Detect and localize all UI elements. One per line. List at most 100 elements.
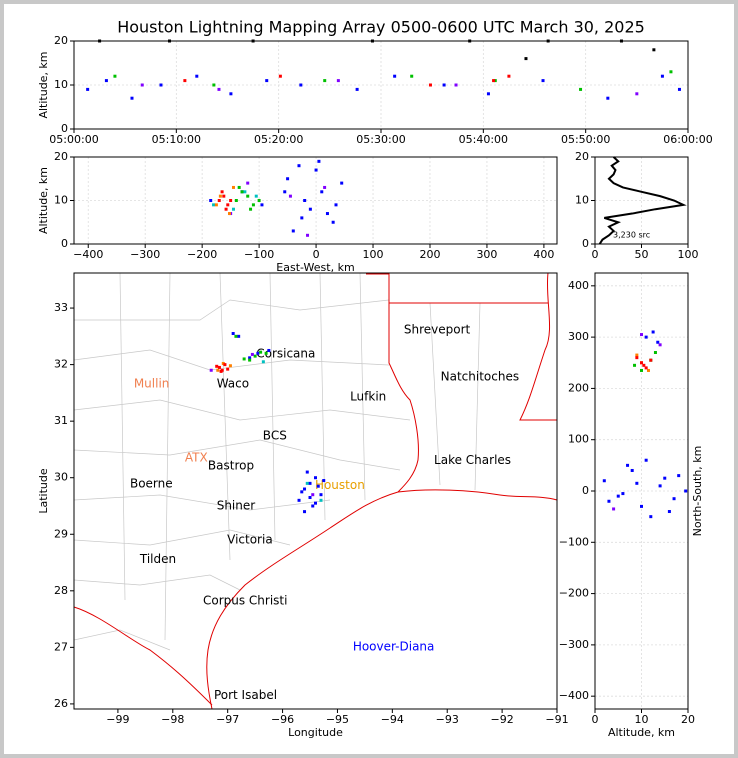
lightning-source — [267, 348, 271, 352]
lightning-source — [291, 229, 295, 233]
city-label: Waco — [217, 376, 249, 390]
lightning-source — [306, 233, 310, 237]
lightning-source — [305, 481, 309, 485]
lightning-source — [644, 458, 648, 462]
lightning-source — [640, 333, 643, 337]
x-tick-label: −98 — [161, 713, 184, 726]
lightning-source — [340, 181, 344, 185]
lightning-source — [493, 79, 497, 83]
city-label: Mullin — [134, 376, 170, 390]
lightning-source — [212, 83, 216, 87]
lightning-source — [140, 83, 144, 87]
y-tick-label: 31 — [54, 414, 68, 427]
lightning-source — [653, 351, 657, 355]
lightning-source — [253, 354, 257, 358]
lightning-source — [286, 177, 290, 181]
lightning-source — [454, 83, 458, 87]
lightning-source — [264, 351, 268, 355]
x-tick-label: −93 — [436, 713, 459, 726]
lightning-source — [616, 494, 620, 498]
lightning-source — [288, 194, 292, 198]
x-tick-label: 05:20:00 — [254, 133, 303, 146]
x-tick-label: −96 — [271, 713, 294, 726]
plot-frame — [594, 272, 689, 710]
lightning-source — [297, 164, 301, 168]
plot-frame — [73, 272, 558, 710]
lightning-source — [311, 504, 315, 508]
x-tick-label: −97 — [216, 713, 239, 726]
lightning-source — [222, 194, 226, 198]
lightning-source — [224, 207, 228, 211]
lightning-source — [410, 74, 414, 78]
plot-frame — [594, 156, 689, 245]
y-tick-label: 26 — [54, 697, 68, 710]
plot-frame — [73, 156, 558, 245]
y-tick-label: 0 — [61, 237, 68, 250]
y-tick-label: 27 — [54, 640, 68, 653]
x-tick-label: −91 — [545, 713, 568, 726]
y-axis-label: Latitude — [37, 468, 50, 514]
x-tick-label: −92 — [491, 713, 514, 726]
y-axis-label: Altitude, km — [37, 167, 50, 234]
lightning-source — [649, 515, 653, 519]
map-background — [73, 272, 558, 710]
lightning-source — [229, 199, 233, 202]
lightning-source — [231, 185, 235, 189]
chart-title: Houston Lightning Mapping Array 0500-060… — [117, 18, 645, 37]
plot-frame — [73, 40, 689, 130]
y-tick-label: −400 — [559, 689, 589, 702]
lightning-source — [621, 492, 625, 496]
y-tick-label: 20 — [575, 150, 589, 163]
lightning-source — [325, 212, 329, 216]
lightning-source — [658, 484, 662, 488]
x-tick-label: 0 — [592, 713, 599, 726]
city-label: Lufkin — [350, 389, 386, 403]
lightning-source — [336, 79, 340, 83]
lightning-source — [261, 360, 265, 364]
river-border — [73, 606, 213, 706]
lightning-source — [257, 199, 261, 202]
lightning-source — [669, 70, 673, 74]
lightning-source — [251, 203, 255, 207]
lightning-source — [630, 468, 634, 472]
lightning-source — [646, 368, 650, 372]
x-tick-label: 05:50:00 — [561, 133, 610, 146]
lightning-source — [303, 510, 307, 514]
lightning-source — [195, 74, 199, 78]
city-label: Natchitoches — [441, 370, 519, 384]
y-tick-label: 0 — [582, 484, 589, 497]
lightning-source — [220, 190, 224, 194]
y-tick-label: 10 — [54, 194, 68, 207]
y-tick-label: 300 — [568, 330, 589, 343]
lightning-source — [216, 368, 220, 372]
lightning-source — [644, 335, 648, 339]
x-tick-label: −300 — [130, 248, 160, 261]
x-tick-label: 200 — [419, 248, 440, 261]
lightning-source — [226, 203, 230, 207]
lightning-source — [649, 358, 653, 362]
lightning-source — [322, 479, 326, 483]
y-tick-label: 30 — [54, 471, 68, 484]
y-tick-label: 0 — [61, 122, 68, 135]
state-border — [389, 272, 557, 421]
y-tick-label: 100 — [568, 433, 589, 446]
lightning-source — [612, 507, 616, 511]
y-tick-label: 29 — [54, 527, 68, 540]
city-label: Lake Charles — [434, 453, 511, 467]
lightning-source — [215, 364, 219, 368]
lightning-source — [524, 57, 528, 61]
x-tick-label: 300 — [476, 248, 497, 261]
lightning-source — [355, 87, 359, 91]
lightning-source — [226, 367, 230, 371]
x-tick-label: 05:40:00 — [459, 133, 508, 146]
lightning-source — [640, 368, 643, 372]
lightning-source — [300, 216, 304, 220]
y-tick-label: 200 — [568, 381, 589, 394]
altitude-profile — [598, 156, 687, 245]
x-tick-label: 05:30:00 — [356, 133, 405, 146]
lightning-source — [633, 363, 637, 367]
y-tick-label: 32 — [54, 358, 68, 371]
lightning-source — [428, 83, 432, 87]
lightning-source — [486, 92, 490, 96]
lightning-source — [248, 356, 252, 360]
